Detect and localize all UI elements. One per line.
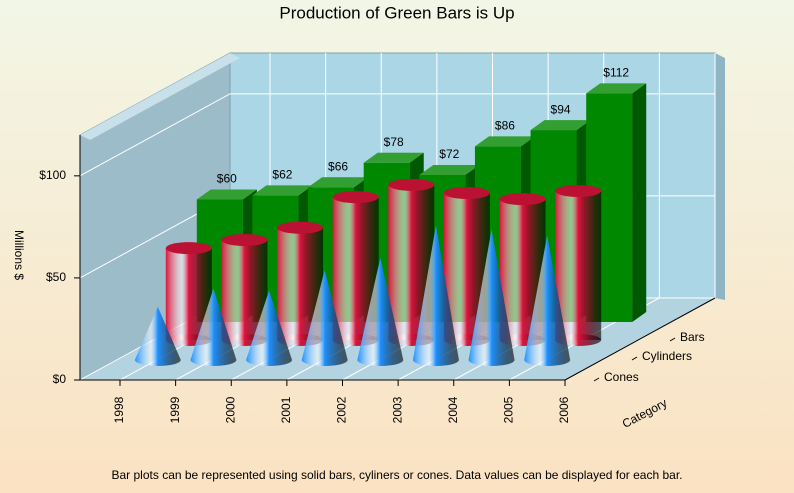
cylinder-body bbox=[555, 190, 602, 340]
bar-top bbox=[474, 136, 535, 147]
bar-top bbox=[530, 120, 591, 131]
bar-top bbox=[252, 185, 313, 196]
x-tick-label: 2001 bbox=[279, 396, 293, 423]
data-label: $60 bbox=[217, 172, 237, 186]
cylinder-top bbox=[221, 233, 268, 246]
bar-top-shade bbox=[252, 185, 313, 196]
data-label: $86 bbox=[495, 119, 515, 133]
cone bbox=[190, 288, 237, 366]
cylinder-top-shade bbox=[165, 242, 212, 255]
bar-top-shade bbox=[363, 152, 424, 163]
cylinder-top-shade bbox=[332, 191, 379, 204]
cylinder-top bbox=[388, 178, 435, 191]
back-wall-edge bbox=[715, 53, 725, 300]
y-tick-label: $50 bbox=[46, 270, 66, 284]
cylinder-top bbox=[165, 242, 212, 255]
grid-line bbox=[79, 93, 715, 177]
x-tick-label: 1999 bbox=[168, 396, 182, 423]
cone-body bbox=[301, 270, 348, 366]
cone-body bbox=[412, 225, 459, 366]
cone bbox=[134, 306, 181, 366]
cylinder-top-shade bbox=[277, 221, 324, 234]
bar-top-shade bbox=[308, 177, 369, 188]
data-label: $72 bbox=[439, 147, 459, 161]
x-tick-label: 2005 bbox=[502, 396, 516, 423]
cylinder-top bbox=[332, 191, 379, 204]
cone bbox=[301, 270, 348, 366]
bar-top bbox=[586, 83, 647, 94]
data-label: $66 bbox=[328, 159, 348, 173]
bar-side-shade bbox=[632, 83, 647, 322]
y-axis-label: Millions $ bbox=[12, 230, 26, 280]
bar-top-shade bbox=[196, 189, 257, 200]
cylinder-top bbox=[555, 184, 602, 197]
x-tick-label: 2006 bbox=[557, 396, 571, 423]
z-tick-label: Bars bbox=[680, 330, 705, 344]
bar-top bbox=[419, 165, 480, 175]
x-tick-label: 2000 bbox=[223, 396, 237, 423]
bar-top bbox=[308, 177, 369, 188]
z-tick bbox=[631, 356, 638, 361]
cylinder-top-shade bbox=[388, 178, 435, 191]
cone-body bbox=[524, 235, 571, 366]
x-tick-label: 2002 bbox=[335, 396, 349, 423]
cylinder-top bbox=[443, 187, 490, 199]
z-tick-label: Cones bbox=[604, 370, 639, 384]
cone bbox=[246, 290, 293, 366]
data-label: $94 bbox=[551, 102, 571, 116]
x-tick-label: 2004 bbox=[446, 396, 460, 423]
data-label: $112 bbox=[603, 66, 629, 80]
bar-top-shade bbox=[419, 165, 480, 175]
cone-body bbox=[468, 229, 515, 366]
cylinder-top bbox=[499, 193, 546, 206]
cone bbox=[357, 257, 404, 366]
footnote: Bar plots can be represented using solid… bbox=[112, 468, 683, 482]
y-tick-label: $0 bbox=[53, 372, 67, 386]
cone bbox=[412, 225, 459, 366]
data-label: $78 bbox=[384, 135, 404, 149]
chart-title: Production of Green Bars is Up bbox=[279, 3, 514, 22]
wall-top-edge bbox=[80, 53, 240, 140]
bar-side bbox=[632, 83, 647, 322]
cone bbox=[524, 235, 571, 366]
z-tick-label: Cylinders bbox=[642, 349, 692, 363]
cylinder-top-shade bbox=[443, 187, 490, 199]
bar-top bbox=[196, 189, 257, 200]
cylinder-top bbox=[277, 221, 324, 234]
cylinder-top-shade bbox=[555, 184, 602, 197]
data-label: $62 bbox=[272, 168, 292, 182]
cylinder-top-shade bbox=[499, 193, 546, 206]
cone-body bbox=[246, 290, 293, 366]
x-tick-label: 1998 bbox=[112, 396, 126, 423]
bar-top-shade bbox=[474, 136, 535, 147]
cylinder-top-shade bbox=[221, 233, 268, 246]
cone-body bbox=[357, 257, 404, 366]
x-tick-label: 2003 bbox=[390, 396, 404, 423]
z-axis bbox=[564, 297, 716, 381]
cone bbox=[468, 229, 515, 366]
z-tick bbox=[593, 377, 600, 382]
z-tick bbox=[669, 337, 676, 342]
y-tick-label: $100 bbox=[39, 168, 66, 182]
bar-top bbox=[363, 152, 424, 163]
cone-body bbox=[190, 288, 237, 366]
bar-top-shade bbox=[586, 83, 647, 94]
cone-body bbox=[134, 306, 181, 366]
bar-top-shade bbox=[530, 120, 591, 131]
